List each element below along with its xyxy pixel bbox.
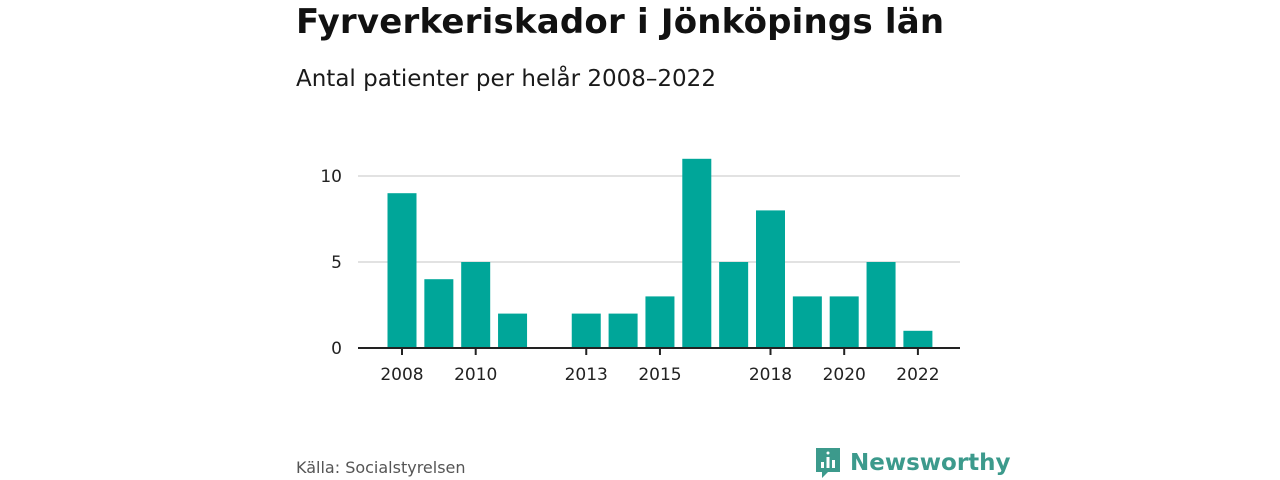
- bar-2020[interactable]: [829, 296, 859, 348]
- source-note: Källa: Socialstyrelsen: [296, 458, 466, 477]
- bar-2009[interactable]: [424, 279, 454, 348]
- bar-2019[interactable]: [792, 296, 822, 348]
- bar-2016[interactable]: [682, 158, 712, 348]
- bar-2014[interactable]: [608, 313, 638, 348]
- x-tick-label: 2013: [565, 365, 608, 385]
- bar-2022[interactable]: [903, 330, 933, 348]
- bar-chart: 0 5 10 2008 2010 2013 2015 2018 2020 2022: [320, 158, 960, 385]
- x-tick-label: 2010: [454, 365, 497, 385]
- bar-2013[interactable]: [571, 313, 601, 348]
- bar-2021[interactable]: [866, 262, 896, 348]
- bar-2015[interactable]: [645, 296, 675, 348]
- y-tick-label: 5: [331, 253, 342, 273]
- x-tick-label: 2020: [823, 365, 866, 385]
- brand-logo[interactable]: Newsworthy: [814, 446, 1011, 480]
- x-tick-label: 2022: [896, 365, 939, 385]
- bar-2011[interactable]: [498, 313, 528, 348]
- chart-subtitle: Antal patienter per helår 2008–2022: [296, 66, 716, 92]
- bar-2008[interactable]: [387, 193, 417, 348]
- chart-title: Fyrverkeriskador i Jönköpings län: [296, 2, 945, 42]
- bars: [387, 158, 933, 348]
- x-tick-label: 2015: [638, 365, 681, 385]
- bar-2018[interactable]: [756, 210, 785, 348]
- y-tick-label: 0: [331, 339, 342, 359]
- brand-name: Newsworthy: [850, 450, 1011, 476]
- bar-chart-logo-icon: [816, 448, 840, 478]
- gridlines: [358, 175, 960, 263]
- x-tick-label: 2018: [749, 365, 792, 385]
- x-tick-label: 2008: [380, 365, 423, 385]
- axes: 0 5 10 2008 2010 2013 2015 2018 2020 2022: [320, 167, 960, 385]
- y-tick-label: 10: [320, 167, 342, 187]
- bar-2017[interactable]: [719, 262, 749, 348]
- bar-2010[interactable]: [461, 262, 491, 348]
